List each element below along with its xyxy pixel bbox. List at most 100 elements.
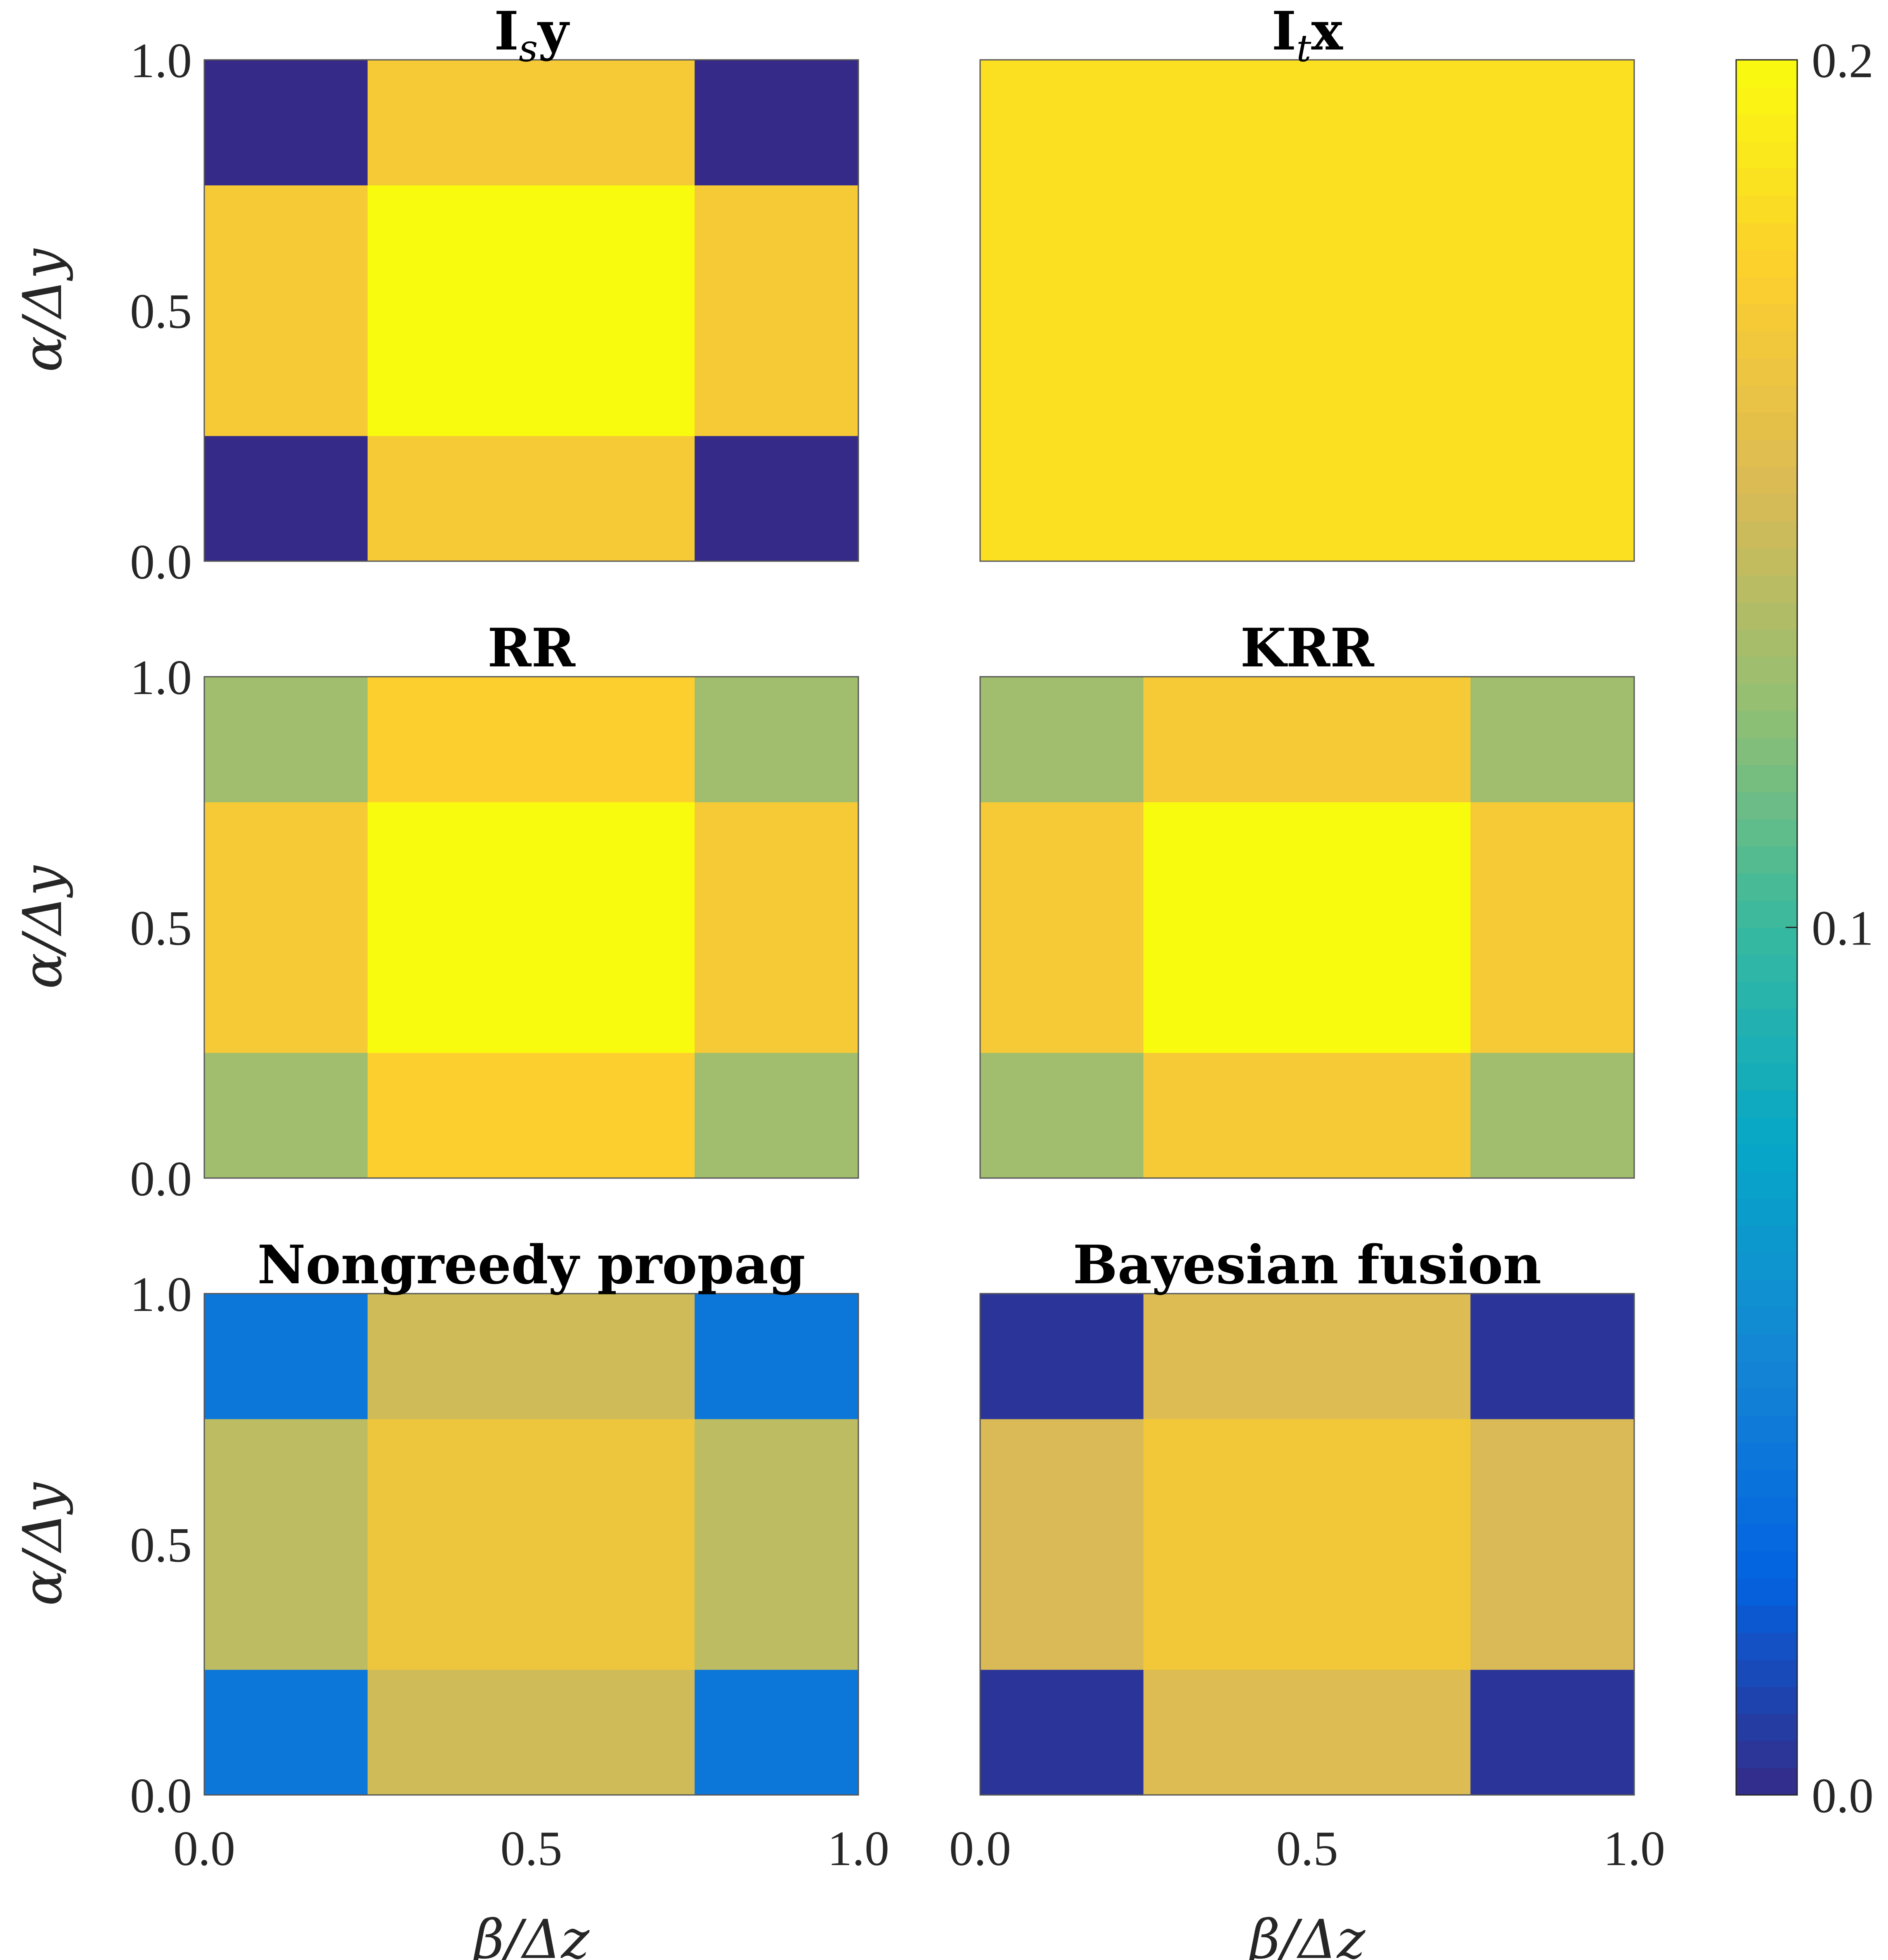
colorbar-segment [1736, 1198, 1797, 1226]
heatmap-cell [980, 802, 1144, 1053]
colorbar-segment [1736, 1280, 1797, 1308]
colorbar-segment [1736, 791, 1797, 819]
x-axis-label: β/Δz [471, 1908, 590, 1960]
heatmap-panels: Isy 0.0 0.5 1.0 α/Δy Itx RR 0.0 0.5 1.0 α/Δy KRR Non… [11, 0, 1665, 1960]
colorbar-segment [1736, 927, 1797, 955]
colorbar-segment [1736, 548, 1797, 576]
heatmap-cell [367, 1669, 695, 1795]
heatmap-cell [1143, 59, 1471, 186]
colorbar-segment [1736, 656, 1797, 684]
colorbar-segment [1736, 141, 1797, 169]
colorbar-segment [1736, 1578, 1797, 1606]
heatmap-cell [1470, 1669, 1635, 1795]
heatmap-cell [367, 1052, 695, 1178]
heatmap-cell [204, 676, 368, 803]
y-tick-label: 0.5 [130, 1518, 192, 1573]
heatmap-cell [695, 1293, 859, 1419]
y-tick-label: 1.0 [130, 650, 192, 705]
heatmap-cell [695, 185, 859, 436]
heatmap-cell [1143, 1419, 1471, 1670]
colorbar-segment [1736, 1171, 1797, 1199]
y-tick-label: 1.0 [130, 33, 192, 88]
heatmap-cell [204, 185, 368, 436]
colorbar-segment [1736, 439, 1797, 467]
colorbar-segment [1736, 222, 1797, 250]
colorbar-segment [1736, 1388, 1797, 1416]
colorbar-segment [1736, 114, 1797, 142]
colorbar-segment [1736, 1063, 1797, 1091]
colorbar-segment [1736, 1008, 1797, 1037]
x-axis-label: β/Δz [1247, 1908, 1366, 1960]
colorbar-segment [1736, 412, 1797, 440]
colorbar-segment [1736, 575, 1797, 603]
heatmap-cell [367, 676, 695, 803]
colorbar-segment [1736, 629, 1797, 657]
heatmap-cell [1143, 802, 1471, 1053]
heatmap-cell [1470, 1419, 1635, 1670]
heatmap-cell [695, 1669, 859, 1795]
heatmap-cell [1470, 1293, 1635, 1419]
colorbar-segment [1736, 276, 1797, 305]
plot-frame [979, 676, 1635, 1179]
plot-frame [979, 1293, 1635, 1796]
heatmap-cell [1470, 185, 1635, 436]
colorbar-tick-label: 0.1 [1812, 901, 1874, 956]
colorbar-segment [1736, 168, 1797, 196]
heatmap-cell [367, 185, 695, 436]
heatmap-panel: Isy 0.0 0.5 1.0 α/Δy [11, 0, 859, 589]
heatmap-cell [1143, 435, 1471, 562]
colorbar-segment [1736, 765, 1797, 792]
colorbar-segment [1736, 1090, 1797, 1118]
y-axis-label: α/Δy [11, 1482, 74, 1606]
colorbar-segment [1736, 954, 1797, 982]
x-tick-label: 0.5 [501, 1821, 562, 1876]
colorbar-segment [1736, 195, 1797, 223]
plot-frame [203, 1293, 859, 1796]
colorbar-tick-label: 0.2 [1812, 33, 1874, 88]
colorbar-segment [1736, 1252, 1797, 1280]
colorbar-segment [1736, 737, 1797, 765]
heatmap-cell [204, 1293, 368, 1419]
heatmap-cell [695, 1052, 859, 1178]
panel-title: Bayesian fusion [1073, 1234, 1541, 1296]
heatmap-cell [1470, 676, 1635, 803]
colorbar-segment [1736, 1768, 1797, 1795]
x-tick-label: 1.0 [1603, 1821, 1665, 1876]
colorbar-segment [1736, 1117, 1797, 1145]
colorbar-segment [1736, 1361, 1797, 1389]
y-tick-label: 1.0 [130, 1267, 192, 1322]
heatmap-cell [1143, 676, 1471, 803]
plot-frame [203, 676, 859, 1179]
colorbar-segment [1736, 710, 1797, 738]
x-tick-label: 0.0 [173, 1821, 235, 1876]
heatmap-cell [980, 185, 1144, 436]
colorbar-segment [1736, 873, 1797, 901]
heatmap-cell [204, 435, 368, 562]
colorbar-segment [1736, 494, 1797, 521]
colorbar-segment [1736, 683, 1797, 711]
heatmap-cell [695, 1419, 859, 1670]
colorbar-segment [1736, 1307, 1797, 1335]
heatmap-cell [367, 1419, 695, 1670]
colorbar-segment [1736, 1713, 1797, 1741]
colorbar-segment [1736, 1740, 1797, 1769]
panel-title: Nongreedy propag [258, 1234, 806, 1296]
heatmap-cell [1143, 1052, 1471, 1178]
x-tick-label: 0.0 [949, 1821, 1011, 1876]
heatmap-cell [367, 59, 695, 186]
heatmap-cell [980, 676, 1144, 803]
colorbar-segment [1736, 1226, 1797, 1253]
colorbar-segment [1736, 1605, 1797, 1633]
heatmap-panel: Nongreedy propag 0.0 0.5 1.0 0.0 0.5 1.0 α/Δy β/… [11, 1234, 889, 1960]
colorbar-segment [1736, 358, 1797, 386]
heatmap-cell [1143, 185, 1471, 436]
heatmap-cell [980, 435, 1144, 562]
colorbar: 0.0 0.1 0.2 [1735, 33, 1874, 1823]
heatmap-cell [367, 1293, 695, 1419]
heatmap-cell [367, 802, 695, 1053]
heatmap-cell [980, 1052, 1144, 1178]
colorbar-segment [1736, 1659, 1797, 1687]
y-tick-label: 0.5 [130, 901, 192, 956]
colorbar-segment [1736, 60, 1797, 87]
colorbar-segment [1736, 331, 1797, 359]
